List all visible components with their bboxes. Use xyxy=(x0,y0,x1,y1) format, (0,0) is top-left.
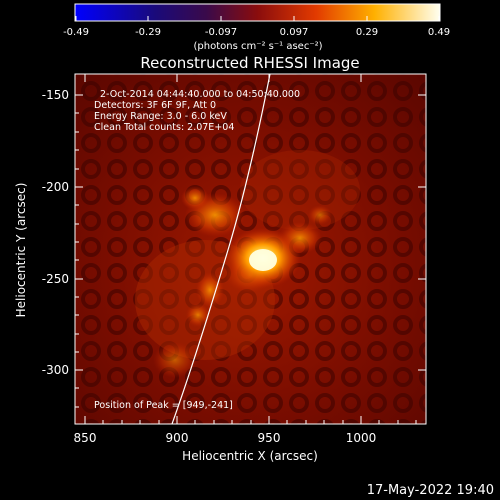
colorbar-tick-label: -0.29 xyxy=(135,27,161,38)
x-tick-label: 850 xyxy=(74,431,97,445)
colorbar-ticks xyxy=(75,16,440,21)
solar-limb-line xyxy=(171,74,271,424)
colorbar-tick-label: 0.29 xyxy=(356,27,378,38)
y-tick-labels: -150 -200 -250 -300 xyxy=(42,88,69,377)
x-tick-label: 1000 xyxy=(346,431,377,445)
annotation-line: Energy Range: 3.0 - 6.0 keV xyxy=(94,111,227,122)
annotation-line: Clean Total counts: 2.07E+04 xyxy=(94,122,234,133)
annotation-block: 2-Oct-2014 04:44:40.000 to 04:50:40.000 … xyxy=(94,89,300,133)
footer-date: 17-May-2022 19:40 xyxy=(367,483,494,498)
y-axis-label: Heliocentric Y (arcsec) xyxy=(14,183,28,318)
x-tick-labels: 850 900 950 1000 xyxy=(74,431,377,445)
x-tick-label: 950 xyxy=(258,431,281,445)
colorbar xyxy=(75,4,440,21)
y-tick-label: -150 xyxy=(42,88,69,102)
colorbar-tick-label: -0.49 xyxy=(63,27,89,38)
colorbar-unit-label: (photons cm⁻² s⁻¹ asec⁻²) xyxy=(193,41,322,52)
axis-ticks xyxy=(75,74,426,424)
annotation-line: 2-Oct-2014 04:44:40.000 to 04:50:40.000 xyxy=(100,89,300,100)
y-tick-label: -300 xyxy=(42,363,69,377)
peak-position-label: Position of Peak = [949,-241] xyxy=(94,400,233,411)
solar-xray-image xyxy=(75,74,426,424)
colorbar-tick-label: -0.097 xyxy=(205,27,237,38)
colorbar-tick-label: 0.49 xyxy=(428,27,450,38)
x-tick-label: 900 xyxy=(166,431,189,445)
colorbar-tick-label: 0.097 xyxy=(280,27,309,38)
y-tick-label: -200 xyxy=(42,180,69,194)
annotation-line: Detectors: 3F 6F 9F, Att 0 xyxy=(94,100,216,111)
image-title: Reconstructed RHESSI Image xyxy=(140,54,359,72)
y-tick-label: -250 xyxy=(42,272,69,286)
colorbar-tick-labels: -0.49 -0.29 -0.097 0.097 0.29 0.49 xyxy=(63,27,450,38)
x-axis-label: Heliocentric X (arcsec) xyxy=(182,449,318,463)
